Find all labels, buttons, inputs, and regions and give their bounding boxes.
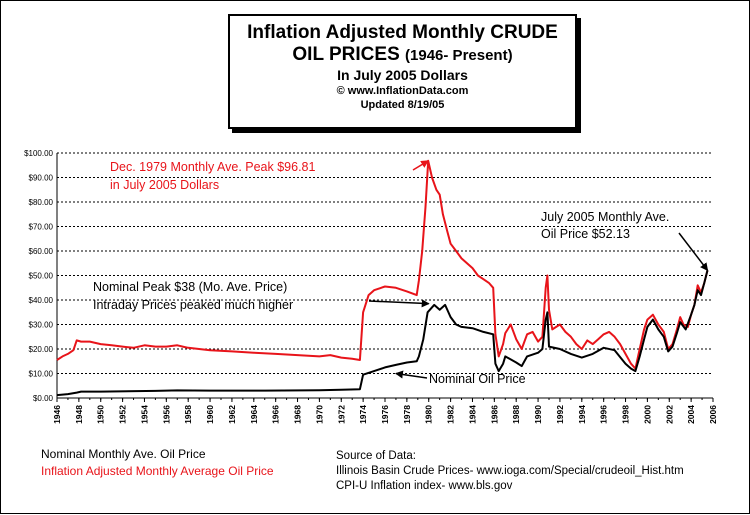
- x-tick-label: 1970: [314, 405, 324, 424]
- x-tick-label: 1984: [467, 405, 477, 424]
- annotation-july2005-line: July 2005 Monthly Ave.: [541, 210, 669, 224]
- x-tick-label: 2004: [686, 405, 696, 424]
- x-tick-label: 1990: [533, 405, 543, 424]
- x-tick-label: 1988: [511, 405, 521, 424]
- x-tick-label: 1972: [336, 405, 346, 424]
- annotation-peak1979-line: Dec. 1979 Monthly Ave. Peak $96.81: [110, 160, 316, 174]
- x-tick-label: 1976: [380, 405, 390, 424]
- y-tick-label: $90.00: [29, 174, 54, 183]
- y-tick-label: $10.00: [29, 370, 54, 379]
- y-tick-label: $20.00: [29, 345, 54, 354]
- x-tick-label: 1956: [161, 405, 171, 424]
- y-tick-label: $60.00: [29, 247, 54, 256]
- adjusted-price-line: [56, 159, 709, 370]
- nominal-price-line: [56, 270, 709, 397]
- y-tick-label: $100.00: [24, 149, 53, 158]
- source-line1: Illinois Basin Crude Prices- www.ioga.co…: [336, 465, 684, 477]
- annotation-nominalLabel-arrow: [394, 370, 428, 379]
- title-line2-small: (1946- Present): [405, 47, 513, 64]
- title-line2: OIL PRICES (1946- Present): [230, 44, 575, 67]
- x-tick-label: 1974: [358, 405, 368, 424]
- x-tick-label: 1982: [446, 405, 456, 424]
- x-tick-label: 1966: [271, 405, 281, 424]
- title-copyright: © www.InflationData.com: [336, 85, 469, 97]
- x-tick-label: 1964: [249, 405, 259, 424]
- annotation-peak1979-line: in July 2005 Dollars: [110, 178, 219, 192]
- x-tick-label: 1996: [599, 405, 609, 424]
- title-updated: Updated 8/19/05: [360, 99, 445, 111]
- x-tick-label: 1946: [52, 405, 62, 424]
- title-line1: Inflation Adjusted Monthly CRUDE: [247, 22, 558, 43]
- y-tick-label: $0.00: [33, 394, 54, 403]
- x-tick-label: 1968: [293, 405, 303, 424]
- x-tick-label: 1962: [227, 405, 237, 424]
- source-heading: Source of Data:: [336, 450, 416, 462]
- y-tick-label: $30.00: [29, 321, 54, 330]
- x-tick-label: 1948: [74, 405, 84, 424]
- x-tick-label: 1954: [139, 405, 149, 424]
- title-line2-main: OIL PRICES: [292, 44, 400, 65]
- annotation-peak1979-arrow: [412, 160, 430, 171]
- y-tick-label: $40.00: [29, 296, 54, 305]
- title-line3: In July 2005 Dollars: [337, 67, 468, 83]
- x-tick-label: 1950: [96, 405, 106, 424]
- annotation-nominalPeak-arrow: [368, 299, 430, 308]
- x-tick-label: 2006: [708, 405, 718, 424]
- annotation-july2005-arrow: [678, 232, 709, 272]
- legend-adjusted: Inflation Adjusted Monthly Average Oil P…: [41, 464, 274, 478]
- x-tick-label: 1986: [489, 405, 499, 424]
- x-tick-label: 1952: [118, 405, 128, 424]
- annotation-july2005-line: Oil Price $52.13: [541, 227, 630, 241]
- x-tick-label: 2002: [664, 405, 674, 424]
- x-tick-label: 1998: [621, 405, 631, 424]
- y-tick-label: $80.00: [29, 198, 54, 207]
- x-tick-label: 1960: [205, 405, 215, 424]
- y-tick-label: $50.00: [29, 272, 54, 281]
- legend-nominal: Nominal Monthly Ave. Oil Price: [41, 447, 206, 461]
- x-tick-label: 1958: [183, 405, 193, 424]
- annotation-nominalPeak-line: Nominal Peak $38 (Mo. Ave. Price): [93, 280, 287, 294]
- annotation-nominalLabel-line: Nominal Oil Price: [429, 372, 526, 386]
- x-tick-label: 1980: [424, 405, 434, 424]
- annotation-nominalPeak-line: Intraday Prices peaked much higher: [93, 298, 293, 312]
- x-tick-label: 1978: [402, 405, 412, 424]
- source-line2: CPI-U Inflation index- www.bls.gov: [336, 480, 513, 492]
- x-tick-label: 2000: [642, 405, 652, 424]
- y-tick-label: $70.00: [29, 223, 54, 232]
- x-tick-label: 1992: [555, 405, 565, 424]
- chart-title-box: Inflation Adjusted Monthly CRUDE OIL PRI…: [228, 14, 577, 129]
- x-tick-label: 1994: [577, 405, 587, 424]
